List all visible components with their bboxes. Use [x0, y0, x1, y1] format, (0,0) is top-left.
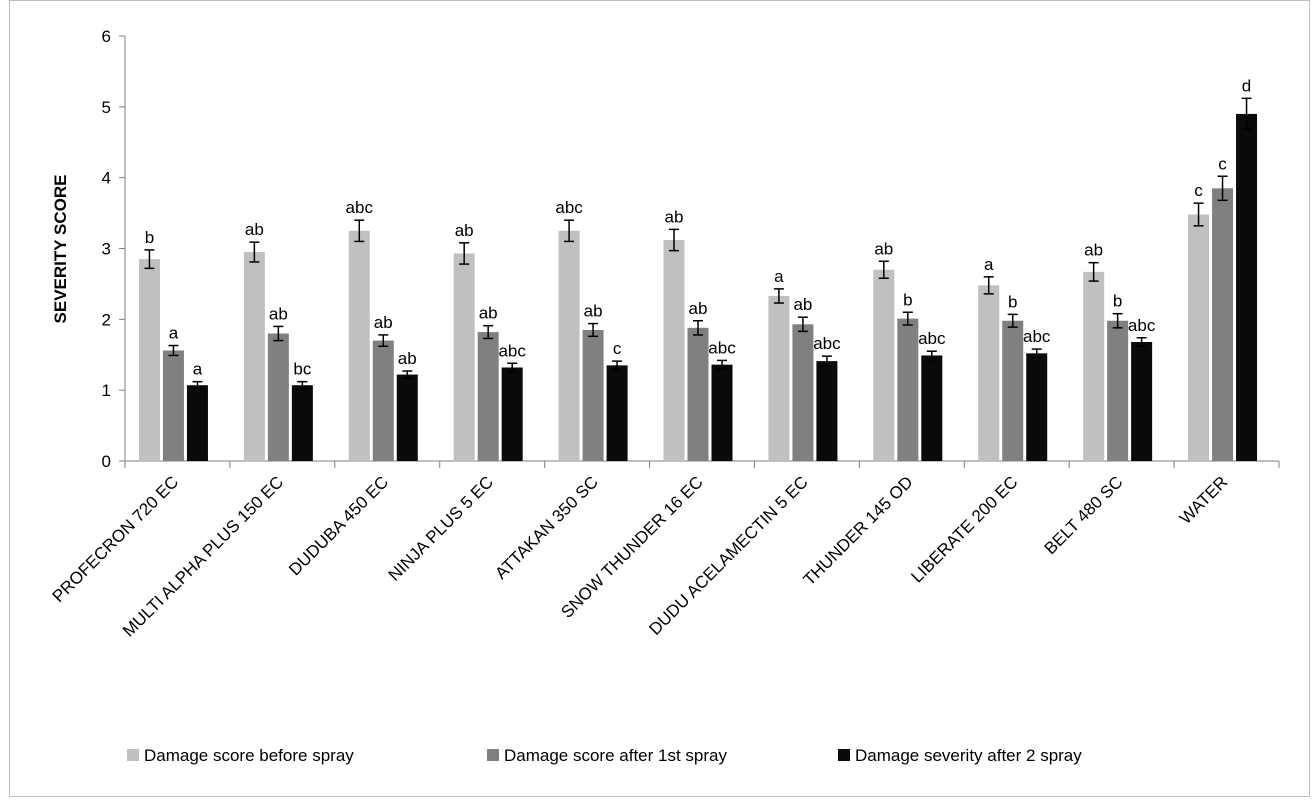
significance-label: a — [984, 255, 994, 274]
y-tick-label: 5 — [102, 98, 111, 117]
bar — [1188, 214, 1210, 461]
bar — [768, 295, 790, 461]
significance-label: abc — [708, 338, 736, 357]
y-axis-title: SEVERITY SCORE — [51, 175, 70, 324]
bar — [348, 230, 370, 461]
significance-label: c — [1218, 154, 1227, 173]
bar — [372, 340, 394, 461]
significance-label: abc — [555, 198, 583, 217]
bar — [792, 324, 814, 461]
legend-swatch — [127, 749, 139, 761]
bar — [453, 253, 475, 461]
bar — [1083, 271, 1105, 461]
bar — [396, 374, 418, 461]
bar — [186, 385, 208, 461]
legend-label: Damage severity after 2 spray — [855, 746, 1082, 765]
significance-label: ab — [793, 295, 812, 314]
y-tick-label: 4 — [102, 169, 111, 188]
bar — [1002, 320, 1024, 461]
significance-label: ab — [374, 313, 393, 332]
bar — [1236, 113, 1258, 462]
legend-label: Damage score after 1st spray — [504, 746, 727, 765]
significance-label: a — [774, 267, 784, 286]
bar — [501, 367, 523, 461]
bar — [138, 259, 160, 461]
significance-label: abc — [1128, 316, 1156, 335]
bar — [291, 385, 313, 461]
significance-label: bc — [293, 360, 311, 379]
significance-label: d — [1242, 76, 1251, 95]
significance-label: ab — [689, 299, 708, 318]
significance-label: ab — [479, 304, 498, 323]
significance-label: ab — [1084, 241, 1103, 260]
significance-label: ab — [398, 349, 417, 368]
bar — [873, 269, 895, 461]
bar — [1026, 353, 1048, 461]
legend-label: Damage score before spray — [144, 746, 354, 765]
significance-label: abc — [813, 334, 841, 353]
y-tick-label: 1 — [102, 381, 111, 400]
bar — [1212, 188, 1234, 461]
significance-label: ab — [455, 221, 474, 240]
significance-label: ab — [665, 207, 684, 226]
significance-label: ab — [245, 220, 264, 239]
bar — [1131, 342, 1153, 461]
bar — [921, 355, 943, 461]
significance-label: b — [145, 228, 154, 247]
bar — [243, 252, 265, 461]
bar — [711, 364, 733, 461]
y-tick-label: 2 — [102, 310, 111, 329]
bar — [816, 361, 838, 461]
significance-label: a — [169, 324, 179, 343]
bar — [558, 230, 580, 461]
significance-label: a — [193, 360, 203, 379]
bar — [477, 332, 499, 461]
significance-label: abc — [498, 341, 526, 360]
bar — [978, 285, 1000, 461]
legend-swatch — [487, 749, 499, 761]
legend-swatch — [838, 749, 850, 761]
bar — [663, 240, 685, 461]
bar — [267, 333, 289, 461]
significance-label: c — [613, 339, 622, 358]
significance-label: ab — [584, 302, 603, 321]
significance-label: abc — [1023, 327, 1051, 346]
significance-label: ab — [874, 239, 893, 258]
legend: Damage score before spray Damage score af… — [127, 746, 1082, 765]
significance-label: abc — [918, 329, 946, 348]
bar — [687, 327, 709, 461]
bar — [897, 318, 919, 461]
bar — [162, 350, 184, 461]
y-tick-label: 6 — [102, 27, 111, 46]
y-tick-label: 0 — [102, 452, 111, 471]
significance-label: ab — [269, 304, 288, 323]
significance-label: c — [1194, 181, 1203, 200]
bar — [582, 329, 604, 461]
significance-label: b — [903, 290, 912, 309]
bar — [1107, 320, 1129, 461]
bar — [606, 365, 628, 461]
significance-label: b — [1113, 292, 1122, 311]
significance-label: b — [1008, 292, 1017, 311]
y-tick-label: 3 — [102, 240, 111, 259]
significance-label: abc — [346, 198, 374, 217]
